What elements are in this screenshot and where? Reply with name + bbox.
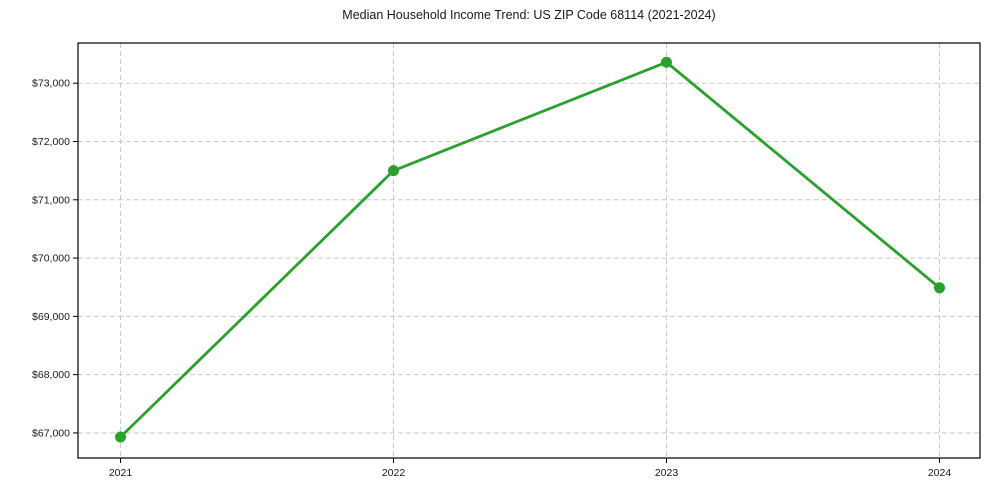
- data-point-2023: [661, 56, 672, 68]
- y-tick-label: $69,000: [32, 311, 70, 323]
- x-tick-label: 2024: [928, 467, 952, 479]
- data-point-2024: [934, 282, 945, 294]
- x-tick-label: 2021: [109, 467, 133, 479]
- y-tick-label: $70,000: [32, 253, 70, 265]
- x-tick-label: 2022: [382, 467, 406, 479]
- y-tick-label: $67,000: [32, 427, 70, 439]
- y-tick-label: $72,000: [32, 136, 70, 148]
- y-tick-label: $68,000: [32, 369, 70, 381]
- y-tick-label: $73,000: [32, 78, 70, 90]
- data-point-2022: [388, 165, 399, 177]
- y-tick-label: $71,000: [32, 194, 70, 206]
- plot-border: [77, 42, 981, 459]
- trend-line: [119, 60, 941, 439]
- x-tick-label: 2023: [655, 467, 679, 479]
- data-point-2021: [115, 431, 126, 443]
- chart-title: Median Household Income Trend: US ZIP Co…: [342, 8, 716, 22]
